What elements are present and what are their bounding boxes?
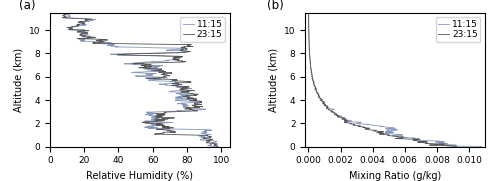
11:15 [330, 111, 336, 113]
Y-axis label: Altitude (km): Altitude (km) [13, 48, 23, 112]
X-axis label: Mixing Ratio (g/kg): Mixing Ratio (g/kg) [349, 171, 441, 181]
23:15 [184, 45, 190, 47]
11:15 [143, 111, 149, 113]
11:15 [212, 146, 218, 148]
23:15 [62, 12, 68, 14]
23:15 [174, 85, 180, 87]
11:15 [306, 12, 312, 14]
23:15 [306, 12, 312, 14]
23:15 [136, 67, 142, 69]
23:15 [330, 111, 336, 113]
11:15 [479, 146, 485, 148]
11:15 [308, 67, 314, 69]
11:15 [174, 85, 180, 87]
23:15 [308, 67, 314, 69]
Line: 11:15: 11:15 [308, 13, 482, 147]
Text: (b): (b) [268, 0, 284, 12]
Line: 23:15: 23:15 [308, 13, 457, 147]
Text: (a): (a) [20, 0, 36, 12]
11:15 [357, 122, 363, 124]
23:15 [454, 146, 460, 148]
23:15 [312, 85, 318, 87]
Line: 23:15: 23:15 [62, 13, 218, 147]
23:15 [162, 111, 168, 113]
11:15 [312, 85, 318, 87]
23:15 [213, 146, 219, 148]
23:15 [142, 122, 148, 124]
23:15 [307, 56, 313, 58]
Legend: 11:15, 23:15: 11:15, 23:15 [180, 17, 225, 42]
11:15 [110, 45, 116, 47]
11:15 [176, 56, 182, 58]
Legend: 11:15, 23:15: 11:15, 23:15 [436, 17, 480, 42]
11:15 [164, 122, 170, 124]
Line: 11:15: 11:15 [65, 13, 217, 147]
11:15 [307, 56, 313, 58]
Y-axis label: Altitude (km): Altitude (km) [268, 48, 278, 112]
11:15 [154, 67, 160, 69]
23:15 [346, 122, 352, 124]
23:15 [306, 45, 312, 47]
X-axis label: Relative Humidity (%): Relative Humidity (%) [86, 171, 194, 181]
11:15 [66, 12, 71, 14]
23:15 [172, 56, 178, 58]
11:15 [306, 45, 312, 47]
